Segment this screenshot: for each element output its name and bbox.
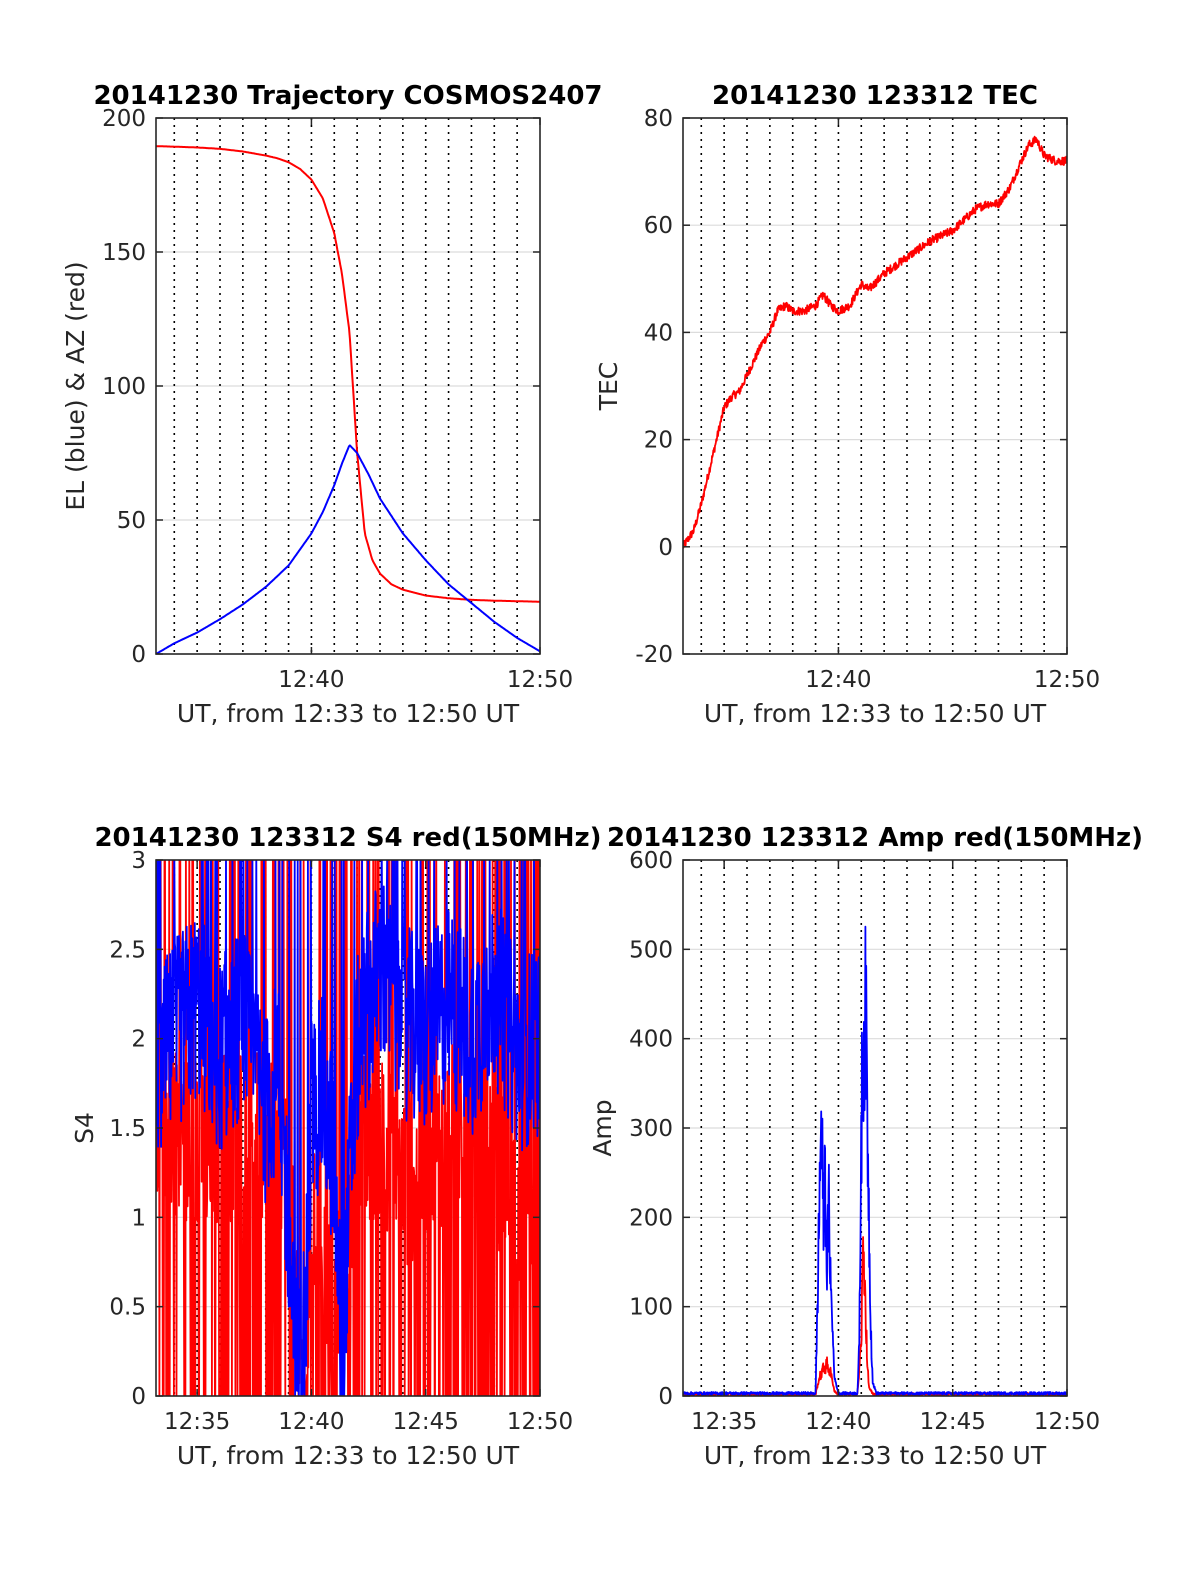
chart-title: 20141230 123312 S4 red(150MHz) [94, 823, 601, 853]
x-tick-label: 12:40 [278, 667, 344, 693]
y-tick-label: 0 [131, 1384, 146, 1410]
chart-title: 20141230 Trajectory COSMOS2407 [93, 81, 602, 111]
y-tick-label: 60 [644, 213, 673, 239]
chart-title: 20141230 123312 TEC [712, 81, 1038, 111]
x-tick-label: 12:40 [278, 1409, 344, 1435]
x-tick-label: 12:40 [805, 1409, 871, 1435]
chart-p3: 0 0.5 1 1.5 2 2.5 3 12:35 12:40 12:45 12:50 2014123… [70, 823, 602, 1470]
plot-area [156, 860, 540, 1396]
y-tick-label: 2 [131, 1027, 146, 1053]
y-tick-label: 0 [658, 1384, 673, 1410]
y-tick-label: 100 [102, 374, 146, 400]
x-tick-label: 12:35 [164, 1409, 230, 1435]
chart-p2: -20 0 20 40 60 80 12:40 12:50 20141230 123312 TE… [594, 81, 1100, 728]
chart-p4: 0 100 200 300 400 500 600 12:35 12:40 12:45 12:50 2… [588, 823, 1143, 1470]
y-tick-label: 0 [131, 642, 146, 668]
series-line-2 [156, 444, 540, 654]
y-tick-label: 200 [102, 106, 146, 132]
plot-area [683, 925, 1067, 1396]
y-tick-label: 50 [117, 508, 146, 534]
x-tick-label: 12:50 [507, 667, 573, 693]
series-line-1 [156, 145, 540, 603]
series-line-1 [683, 1236, 1067, 1396]
y-tick-label: -20 [635, 642, 673, 668]
y-tick-label: 3 [131, 848, 146, 874]
y-tick-label: 2.5 [109, 937, 146, 963]
y-tick-label: 0 [658, 535, 673, 561]
y-axis-label: EL (blue) & AZ (red) [61, 261, 90, 510]
y-axis-label: Amp [588, 1099, 617, 1156]
y-tick-label: 600 [629, 848, 673, 874]
x-tick-label: 12:45 [393, 1409, 459, 1435]
y-tick-label: 150 [102, 240, 146, 266]
y-tick-label: 100 [629, 1295, 673, 1321]
y-axis-label: TEC [594, 362, 623, 412]
y-tick-label: 20 [644, 428, 673, 454]
axes-box [682, 117, 1068, 655]
x-tick-label: 12:45 [920, 1409, 986, 1435]
y-tick-label: 40 [644, 320, 673, 346]
chart-title: 20141230 123312 Amp red(150MHz) [607, 823, 1143, 853]
x-tick-label: 12:50 [1034, 667, 1100, 693]
plot-area [683, 135, 1067, 549]
y-tick-label: 1.5 [109, 1116, 146, 1142]
y-tick-label: 400 [629, 1027, 673, 1053]
plot-area [156, 145, 540, 654]
x-axis-label: UT, from 12:33 to 12:50 UT [177, 1441, 520, 1470]
series-line-2 [683, 925, 1067, 1396]
y-tick-label: 200 [629, 1205, 673, 1231]
y-tick-label: 500 [629, 937, 673, 963]
x-tick-label: 12:50 [1034, 1409, 1100, 1435]
y-tick-label: 300 [629, 1116, 673, 1142]
x-axis-label: UT, from 12:33 to 12:50 UT [704, 1441, 1047, 1470]
y-tick-label: 80 [644, 106, 673, 132]
x-axis-label: UT, from 12:33 to 12:50 UT [177, 699, 520, 728]
y-tick-label: 0.5 [109, 1295, 146, 1321]
x-tick-label: 12:50 [507, 1409, 573, 1435]
y-axis-label: S4 [70, 1112, 99, 1144]
series-line-2 [156, 860, 540, 1396]
series-line-1 [683, 135, 1067, 549]
y-tick-label: 1 [131, 1205, 146, 1231]
x-tick-label: 12:40 [805, 667, 871, 693]
x-axis-label: UT, from 12:33 to 12:50 UT [704, 699, 1047, 728]
x-tick-label: 12:35 [691, 1409, 757, 1435]
chart-p1: 0 50 100 150 200 12:40 12:50 20141230 Trajector… [61, 81, 603, 728]
series-line-1 [156, 860, 540, 1396]
